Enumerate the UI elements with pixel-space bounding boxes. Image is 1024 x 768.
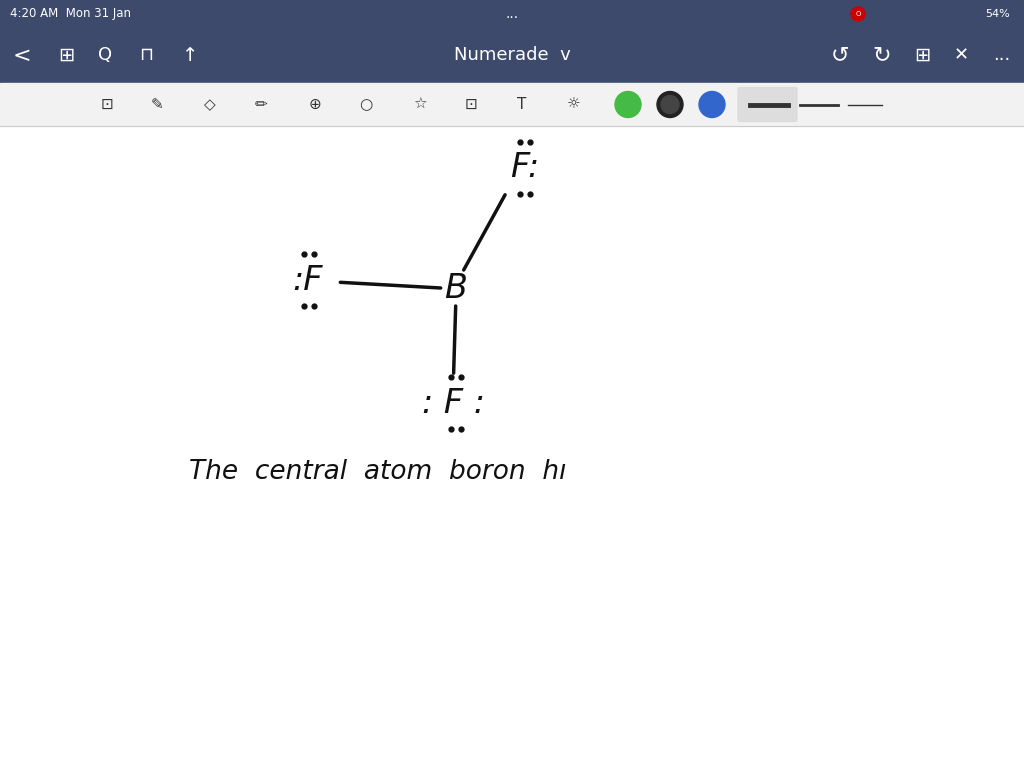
Text: ...: ... bbox=[993, 47, 1011, 65]
Text: :F: :F bbox=[292, 264, 323, 296]
Text: ✏: ✏ bbox=[255, 97, 267, 112]
Circle shape bbox=[615, 91, 641, 118]
Text: ○: ○ bbox=[359, 97, 373, 112]
Text: B: B bbox=[444, 272, 467, 304]
Text: Q: Q bbox=[98, 47, 112, 65]
Text: ⊕: ⊕ bbox=[308, 97, 322, 112]
Text: The  central  atom  boron  hı: The central atom boron hı bbox=[189, 459, 567, 485]
Text: F:: F: bbox=[510, 151, 540, 184]
Text: ✎: ✎ bbox=[151, 97, 164, 112]
Circle shape bbox=[662, 95, 679, 114]
Text: T: T bbox=[517, 97, 526, 112]
Bar bbox=[0, 28, 1024, 83]
Text: ↺: ↺ bbox=[830, 45, 849, 65]
Text: ⊞: ⊞ bbox=[913, 46, 930, 65]
Text: ⊓: ⊓ bbox=[139, 47, 153, 65]
Text: ⊡: ⊡ bbox=[100, 97, 114, 112]
Bar bbox=[0, 83, 1024, 126]
Text: 54%: 54% bbox=[985, 9, 1010, 19]
Text: ...: ... bbox=[506, 7, 518, 21]
Circle shape bbox=[699, 91, 725, 118]
Text: ☆: ☆ bbox=[414, 97, 427, 112]
Circle shape bbox=[851, 7, 865, 21]
Text: Numerade  v: Numerade v bbox=[454, 47, 570, 65]
Text: ◇: ◇ bbox=[204, 97, 216, 112]
FancyBboxPatch shape bbox=[738, 88, 797, 121]
Text: ☼: ☼ bbox=[567, 97, 581, 112]
Text: ↑: ↑ bbox=[182, 46, 199, 65]
Text: O: O bbox=[855, 11, 861, 17]
Text: <: < bbox=[12, 45, 32, 65]
Text: ↻: ↻ bbox=[872, 45, 891, 65]
Text: ✕: ✕ bbox=[953, 47, 969, 65]
Circle shape bbox=[657, 91, 683, 118]
Text: ⊞: ⊞ bbox=[57, 46, 74, 65]
Text: : F :: : F : bbox=[422, 387, 485, 419]
Text: 4:20 AM  Mon 31 Jan: 4:20 AM Mon 31 Jan bbox=[10, 8, 131, 21]
Bar bbox=[0, 0, 1024, 28]
Text: ⊡: ⊡ bbox=[465, 97, 477, 112]
